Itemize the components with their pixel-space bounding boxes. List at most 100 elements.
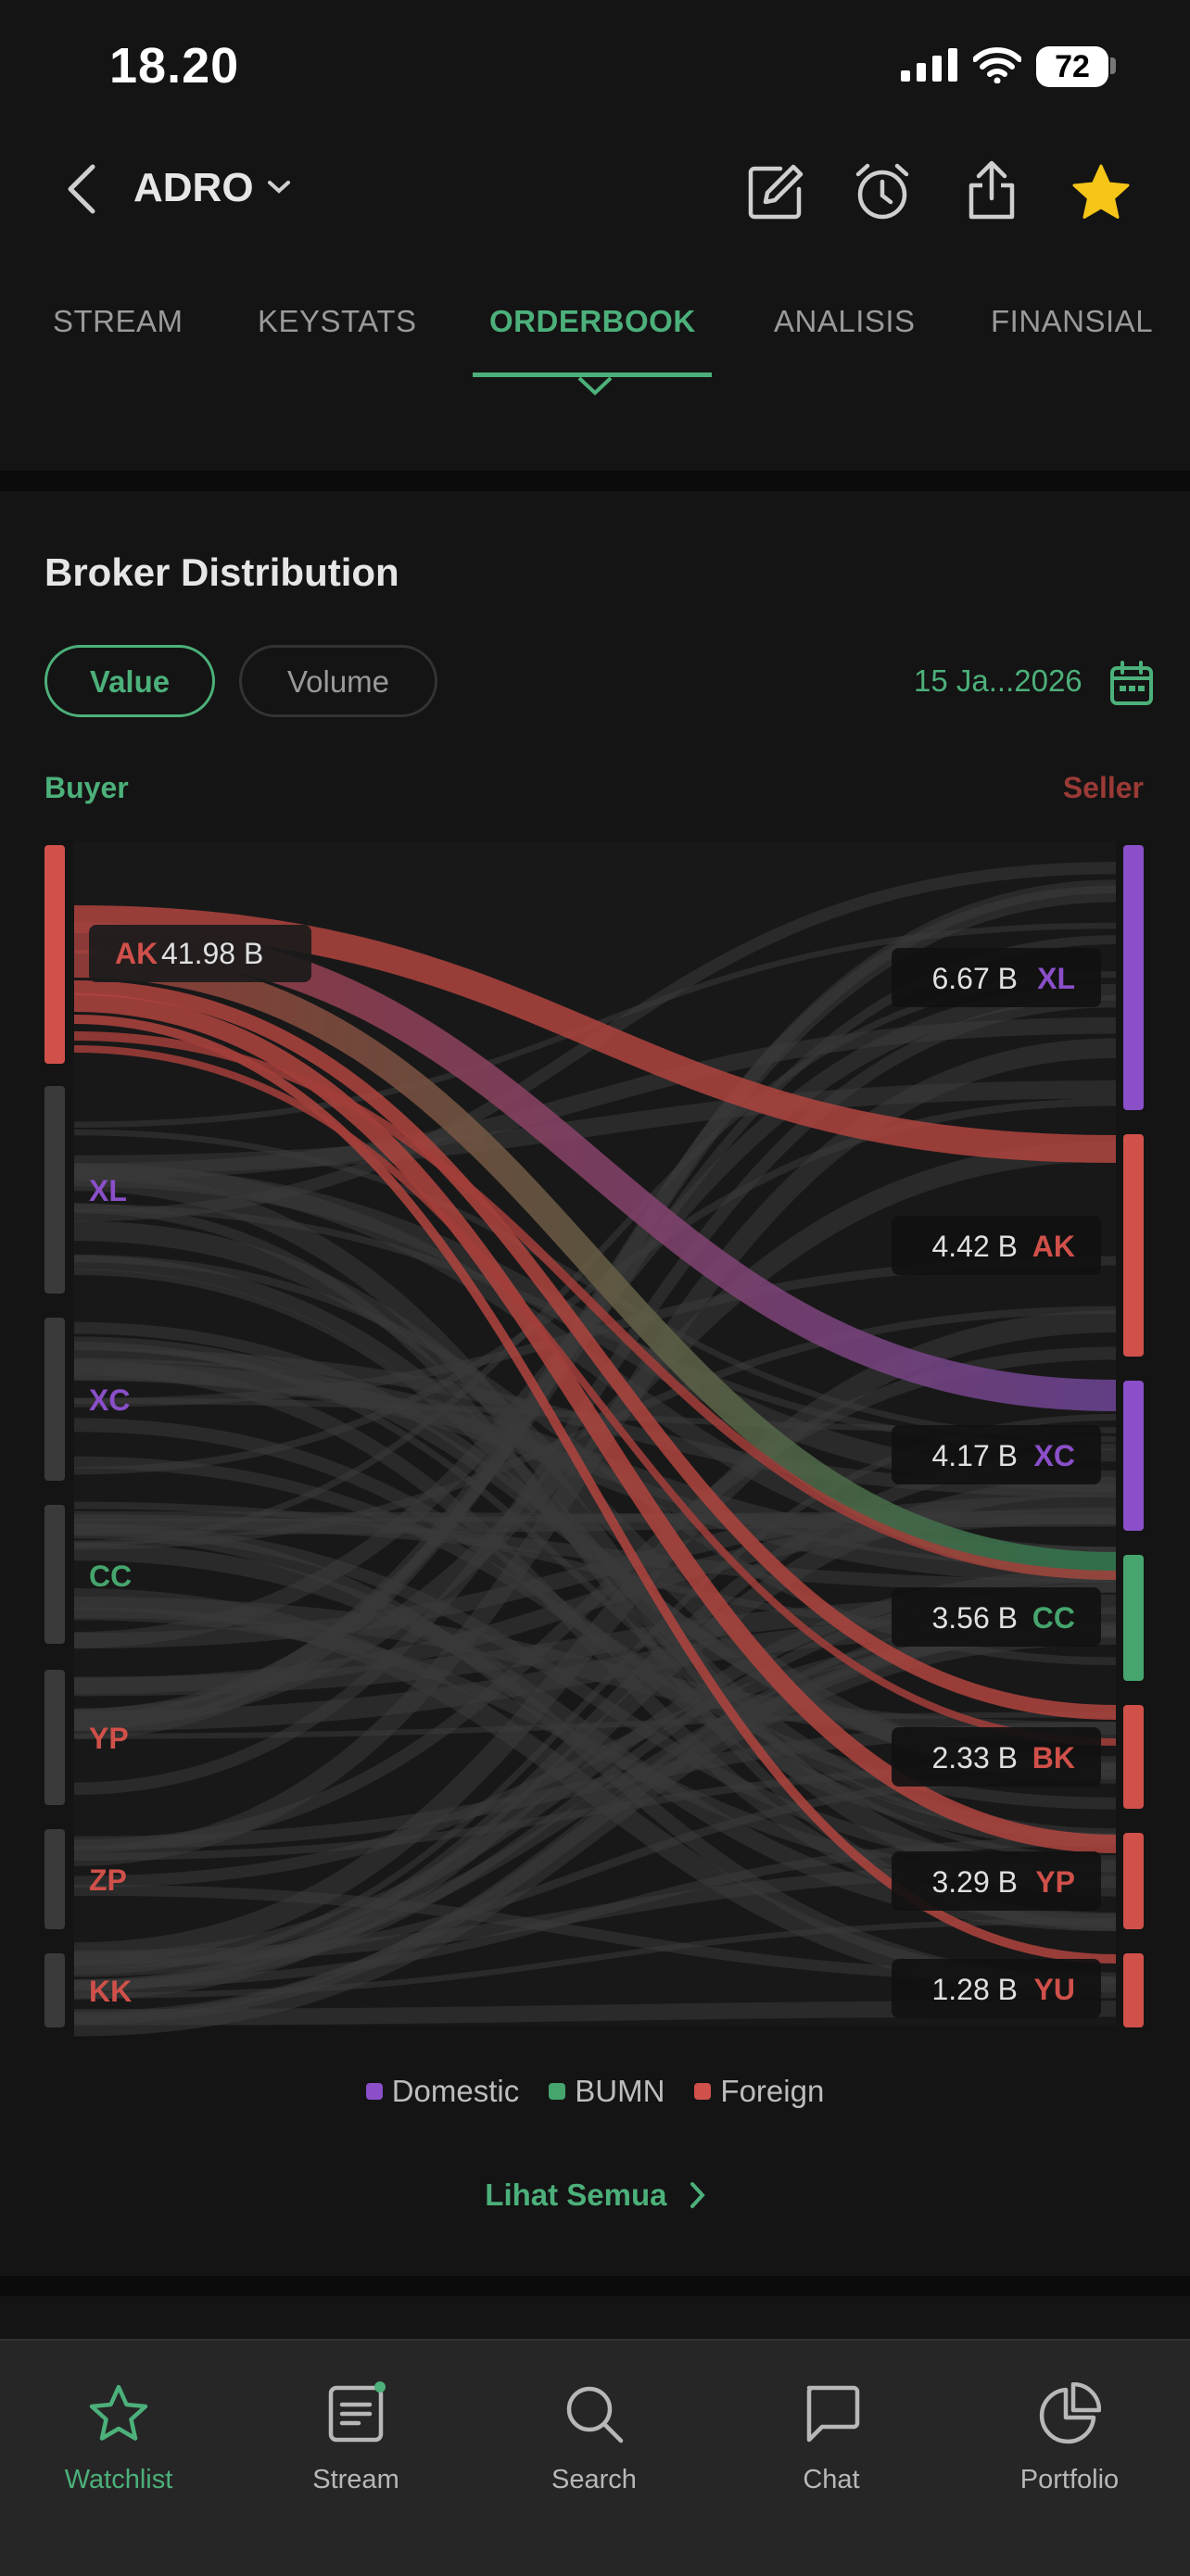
tab-caret-icon bbox=[577, 376, 613, 396]
wifi-icon bbox=[973, 47, 1021, 83]
seller-bar[interactable] bbox=[1123, 1953, 1144, 2027]
seller-bar[interactable] bbox=[1123, 1705, 1144, 1809]
nav-label: Stream bbox=[312, 2465, 399, 2494]
background-flow bbox=[73, 1510, 1117, 1535]
seller-label: Seller bbox=[1062, 771, 1144, 804]
value-toggle-button[interactable]: Value bbox=[44, 645, 215, 717]
nav-label: Chat bbox=[803, 2465, 860, 2494]
buyer-bar[interactable] bbox=[44, 845, 65, 1064]
background-flow bbox=[73, 1170, 1117, 1897]
signal-icon bbox=[901, 48, 957, 82]
see-all-label[interactable]: Lihat Semua bbox=[485, 2178, 667, 2212]
broker-flow bbox=[73, 993, 1117, 1853]
seller-bar[interactable] bbox=[1123, 1833, 1144, 1929]
legend-domestic: Domestic bbox=[365, 2074, 519, 2109]
seller-value-box bbox=[892, 1727, 1101, 1787]
buyer-label: Buyer bbox=[44, 771, 129, 804]
seller-value: 2.33 B bbox=[931, 1741, 1018, 1774]
nav-label: Watchlist bbox=[64, 2465, 173, 2494]
background-flow bbox=[73, 1080, 1117, 1174]
background-flow bbox=[73, 1625, 1117, 1888]
chevron-right-icon[interactable] bbox=[689, 2181, 705, 2209]
favorite-star-icon[interactable] bbox=[1070, 163, 1133, 222]
section-title: Broker Distribution bbox=[44, 550, 399, 594]
share-icon[interactable] bbox=[966, 159, 1018, 221]
nav-label: Search bbox=[551, 2465, 637, 2494]
seller-code: XC bbox=[1034, 1439, 1075, 1472]
nav-search[interactable]: Search bbox=[501, 2374, 687, 2495]
seller-code: CC bbox=[1032, 1601, 1075, 1635]
buyer-code[interactable]: ZP bbox=[89, 1863, 127, 1897]
buyer-value: 41.98 B bbox=[161, 937, 263, 970]
seller-value-box bbox=[892, 948, 1101, 1007]
seller-code: YP bbox=[1035, 1865, 1075, 1899]
seller-bar[interactable] bbox=[1123, 1555, 1144, 1681]
section-divider bbox=[0, 2276, 1190, 2296]
tab-finansial[interactable]: FINANSIAL bbox=[991, 304, 1154, 338]
calendar-icon[interactable] bbox=[1108, 660, 1155, 706]
chevron-down-icon[interactable] bbox=[267, 180, 291, 195]
buyer-code[interactable]: CC bbox=[89, 1559, 132, 1593]
bottom-navigation: Watchlist Stream Search Chat Portfolio bbox=[0, 2339, 1190, 2576]
nav-stream[interactable]: Stream bbox=[263, 2374, 449, 2495]
volume-toggle-button[interactable]: Volume bbox=[239, 645, 437, 717]
back-icon[interactable] bbox=[65, 163, 98, 215]
broker-flow bbox=[73, 950, 1117, 1580]
tab-analisis[interactable]: ANALISIS bbox=[774, 304, 916, 338]
edit-note-icon[interactable] bbox=[745, 163, 804, 222]
buyer-bar[interactable] bbox=[44, 1318, 65, 1481]
seller-value: 3.56 B bbox=[931, 1601, 1018, 1635]
seller-bar[interactable] bbox=[1123, 845, 1144, 1110]
seller-value: 3.29 B bbox=[931, 1865, 1018, 1899]
seller-code: YU bbox=[1034, 1973, 1075, 2006]
legend-dot-bumn bbox=[549, 2083, 566, 2100]
seller-code: AK bbox=[1032, 1230, 1075, 1263]
seller-code: BK bbox=[1032, 1741, 1075, 1774]
seller-value: 4.42 B bbox=[931, 1230, 1018, 1263]
chart-legend: Domestic BUMN Foreign bbox=[0, 2074, 1190, 2109]
buyer-value-box bbox=[89, 925, 311, 982]
broker-flow bbox=[73, 980, 1117, 1720]
star-icon bbox=[89, 2384, 148, 2441]
buyer-bar[interactable] bbox=[44, 1505, 65, 1644]
buyer-code: AK bbox=[115, 937, 158, 970]
seller-value: 6.67 B bbox=[931, 962, 1018, 995]
buyer-bar[interactable] bbox=[44, 1953, 65, 2027]
nav-chat[interactable]: Chat bbox=[739, 2374, 924, 2495]
seller-value: 4.17 B bbox=[931, 1439, 1018, 1472]
legend-bumn: BUMN bbox=[549, 2074, 665, 2109]
buyer-bar[interactable] bbox=[44, 1829, 65, 1929]
background-flow bbox=[73, 1837, 1117, 1989]
buyer-code[interactable]: XL bbox=[89, 1174, 127, 1207]
tab-orderbook[interactable]: ORDERBOOK bbox=[489, 304, 696, 338]
pie-chart-icon bbox=[1039, 2382, 1101, 2444]
seller-value-box bbox=[892, 1587, 1101, 1647]
date-selector[interactable]: 15 Ja...2026 bbox=[914, 663, 1082, 698]
seller-bar[interactable] bbox=[1123, 1381, 1144, 1531]
buyer-code[interactable]: KK bbox=[89, 1975, 132, 2008]
stock-selector[interactable]: ADRO bbox=[133, 165, 254, 210]
buyer-code[interactable]: YP bbox=[89, 1722, 129, 1755]
stream-icon bbox=[328, 2385, 384, 2443]
seller-value-box bbox=[892, 1425, 1101, 1484]
seller-bars bbox=[1123, 845, 1144, 2027]
seller-bar[interactable] bbox=[1123, 1134, 1144, 1357]
notification-dot bbox=[374, 2381, 386, 2393]
search-icon bbox=[566, 2386, 624, 2443]
nav-watchlist[interactable]: Watchlist bbox=[26, 2374, 211, 2495]
seller-value-box bbox=[892, 1851, 1101, 1911]
battery-indicator: 72 bbox=[1036, 46, 1108, 87]
buyer-bar[interactable] bbox=[44, 1670, 65, 1805]
background-flow bbox=[73, 1917, 1117, 1999]
buyer-bar[interactable] bbox=[44, 1086, 65, 1294]
tab-keystats[interactable]: KEYSTATS bbox=[258, 304, 417, 338]
alarm-icon[interactable] bbox=[853, 161, 912, 222]
broker-flow bbox=[73, 1031, 1117, 1580]
broker-flow bbox=[73, 1045, 1117, 1746]
nav-label: Portfolio bbox=[1019, 2465, 1120, 2494]
see-all-link[interactable]: Lihat Semua bbox=[0, 2178, 1190, 2213]
buyer-code[interactable]: XC bbox=[89, 1383, 130, 1417]
tab-stream[interactable]: STREAM bbox=[53, 304, 184, 338]
nav-portfolio[interactable]: Portfolio bbox=[977, 2374, 1162, 2495]
